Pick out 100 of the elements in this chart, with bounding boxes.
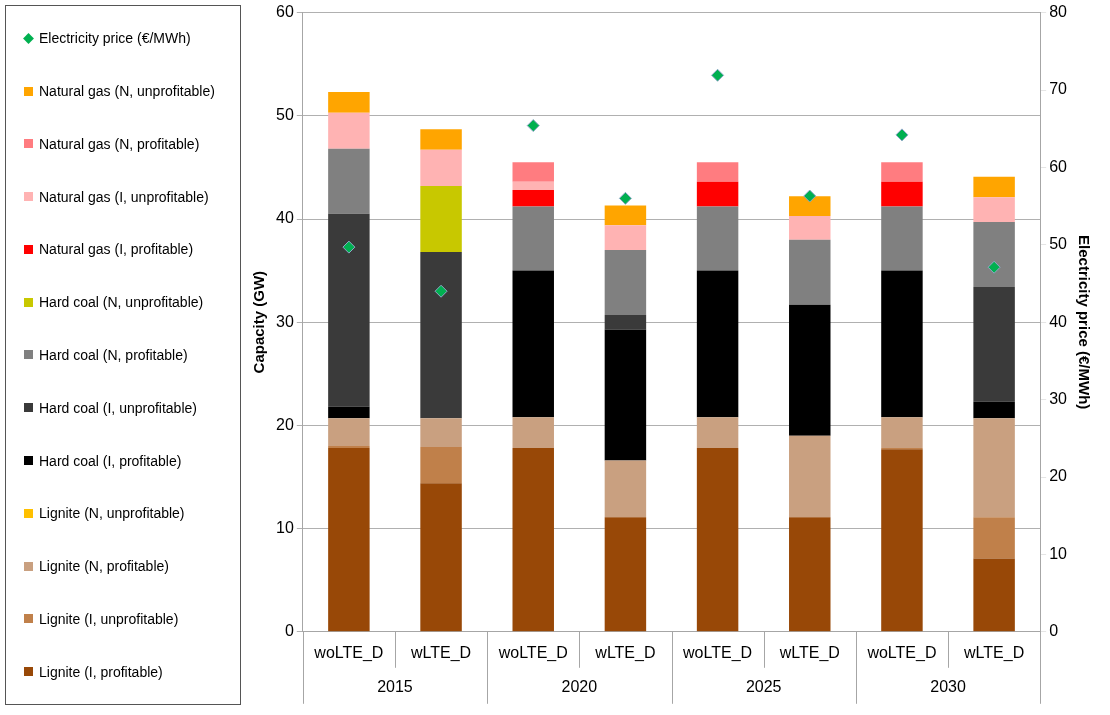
bar xyxy=(328,213,370,407)
bar xyxy=(696,181,739,207)
legend-label: Hard coal (N, unprofitable) xyxy=(39,294,204,311)
y-tick-label: 10 xyxy=(276,519,294,537)
bar xyxy=(973,401,1015,419)
y-tick-label: 50 xyxy=(276,106,294,124)
bar xyxy=(604,517,647,632)
bar xyxy=(328,112,370,149)
point xyxy=(342,240,356,254)
x-tick-label: woLTE_D xyxy=(682,643,753,662)
bar xyxy=(881,206,923,271)
bar xyxy=(420,149,462,186)
bar xyxy=(789,304,831,436)
bar xyxy=(328,92,370,113)
bar xyxy=(420,129,462,150)
bar xyxy=(881,417,923,449)
y2-tick-label: 0 xyxy=(1049,622,1059,640)
bar xyxy=(604,314,647,330)
y2-tick-label: 40 xyxy=(1049,312,1068,330)
bar xyxy=(420,252,462,419)
x-tick-label: wLTE_D xyxy=(963,643,1025,662)
bar xyxy=(420,185,462,253)
x-tick-label: woLTE_D xyxy=(866,643,937,662)
point xyxy=(803,189,817,203)
point xyxy=(711,68,725,82)
bar xyxy=(789,196,831,216)
bar xyxy=(696,448,739,632)
y2-tick-label: 70 xyxy=(1049,80,1068,98)
bar xyxy=(604,249,647,315)
x-tick-label: wLTE_D xyxy=(778,643,840,662)
x-tick-label: woLTE_D xyxy=(313,643,384,662)
bar xyxy=(328,418,370,447)
bar xyxy=(696,206,739,271)
bar xyxy=(512,206,554,271)
bar xyxy=(512,181,554,191)
bar xyxy=(604,205,647,226)
text: 2020 xyxy=(561,678,598,696)
bar xyxy=(328,448,370,632)
bar xyxy=(328,148,370,214)
y2-tick-label: 10 xyxy=(1049,544,1068,562)
legend-label: Electricity price (€/MWh) xyxy=(39,30,191,47)
bar xyxy=(512,448,554,632)
x-tick-label: wLTE_D xyxy=(409,643,472,662)
y-tick-label: 20 xyxy=(276,415,294,433)
point xyxy=(895,128,909,142)
bar xyxy=(881,162,923,182)
legend-label: Lignite (N, unprofitable) xyxy=(39,505,185,522)
bar xyxy=(696,270,739,418)
legend-label: Lignite (I, profitable) xyxy=(39,663,163,680)
x-tick-label: wLTE_D xyxy=(594,643,656,662)
y-axis-title: Capacity (GW) xyxy=(250,270,268,374)
bar xyxy=(973,197,1015,223)
bar xyxy=(512,190,554,207)
y2-tick-label: 30 xyxy=(1049,390,1068,408)
bar xyxy=(604,329,647,461)
legend-label: Natural gas (N, unprofitable) xyxy=(39,83,215,100)
legend-label: Hard coal (I, profitable) xyxy=(39,452,182,469)
bar xyxy=(512,417,554,449)
bar xyxy=(973,418,1015,518)
bar xyxy=(604,225,647,250)
bar xyxy=(512,270,554,418)
bar xyxy=(881,449,923,632)
y2-tick-label: 80 xyxy=(1049,3,1068,21)
y2-tick-label: 60 xyxy=(1049,157,1068,175)
y2-tick-label: 50 xyxy=(1049,235,1068,253)
y-tick-label: 60 xyxy=(276,3,294,21)
bar xyxy=(789,435,831,518)
point xyxy=(526,119,540,133)
bar xyxy=(881,181,923,207)
y-tick-label: 30 xyxy=(276,312,294,330)
bar xyxy=(604,460,647,518)
y2-axis-title: Electricity price (€/MWh) xyxy=(1075,235,1093,410)
bar xyxy=(789,517,831,632)
text: 2025 xyxy=(745,678,782,696)
bar xyxy=(696,162,739,182)
bar xyxy=(789,215,831,240)
text: 2015 xyxy=(377,678,413,696)
legend-label: Hard coal (N, profitable) xyxy=(39,346,188,363)
bar xyxy=(973,517,1015,559)
legend-label: Natural gas (N, profitable) xyxy=(39,135,200,152)
bar xyxy=(512,162,554,182)
y-tick-label: 0 xyxy=(284,622,294,640)
point xyxy=(987,260,1001,274)
bar xyxy=(973,287,1015,402)
y-tick-label: 40 xyxy=(276,209,294,227)
bar xyxy=(328,406,370,419)
bar xyxy=(420,483,462,632)
text: 2030 xyxy=(930,678,966,696)
legend-label: Hard coal (I, unprofitable) xyxy=(39,399,197,416)
bar xyxy=(973,558,1015,632)
legend-label: Lignite (I, unprofitable) xyxy=(39,610,179,627)
point xyxy=(618,191,632,205)
bar xyxy=(789,239,831,305)
point xyxy=(434,284,448,298)
bar xyxy=(973,176,1015,198)
legend-label: Natural gas (I, unprofitable) xyxy=(39,188,209,205)
bar xyxy=(881,270,923,418)
bar xyxy=(420,447,462,484)
x-tick-label: woLTE_D xyxy=(497,643,568,662)
legend-label: Natural gas (I, profitable) xyxy=(39,241,194,258)
